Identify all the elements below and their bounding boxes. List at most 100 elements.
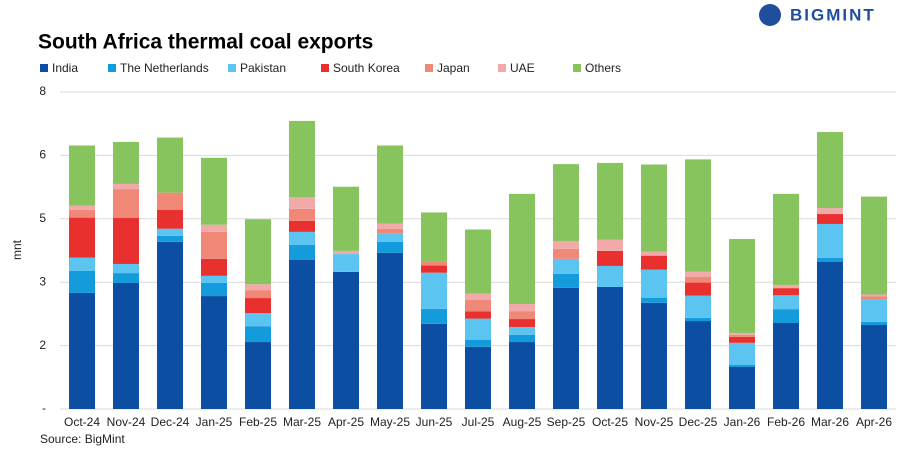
bar-segment: [69, 209, 95, 218]
bar-segment: [465, 229, 491, 294]
bar-segment: [685, 271, 711, 277]
x-tick-label: Nov-24: [107, 415, 146, 429]
bar-segment: [729, 334, 755, 337]
bar-segment: [509, 303, 535, 312]
bar-segment: [69, 257, 95, 271]
bar-segment: [113, 141, 139, 184]
bar-segment: [377, 145, 403, 224]
bar-segment: [553, 240, 579, 249]
bar-segment: [553, 164, 579, 241]
bar-segment: [509, 334, 535, 343]
bar-segment: [421, 265, 447, 273]
bar-segment: [157, 209, 183, 229]
x-tick-label: Aug-25: [503, 415, 542, 429]
bar-segment: [597, 286, 623, 409]
bar-segment: [685, 321, 711, 409]
bar-segment: [641, 269, 667, 298]
bar-segment: [861, 324, 887, 409]
x-tick-label: Oct-25: [592, 415, 628, 429]
bar-segment: [377, 252, 403, 409]
bar-segment: [245, 298, 271, 314]
legend-label: The Netherlands: [120, 61, 209, 75]
bar-segment: [729, 365, 755, 367]
bar-segment: [421, 212, 447, 262]
bar-segment: [817, 208, 843, 215]
bar-segment: [773, 288, 799, 296]
bar-segment: [69, 292, 95, 409]
x-tick-label: Jun-25: [416, 415, 453, 429]
bar-segment: [289, 231, 315, 245]
bar-segment: [597, 239, 623, 251]
bar-segment: [553, 248, 579, 259]
bar-segment: [201, 275, 227, 283]
bar-segment: [333, 250, 359, 255]
bar-segment: [553, 258, 579, 274]
bar-segment: [201, 157, 227, 225]
bar-segment: [201, 296, 227, 409]
bar-segment: [729, 239, 755, 333]
bar-segment: [509, 342, 535, 409]
chart-title: South Africa thermal coal exports: [38, 31, 373, 54]
x-tick-label: Sep-25: [547, 415, 586, 429]
bar-segment: [69, 145, 95, 206]
bar-segment: [465, 299, 491, 312]
brand: BIGMINT: [790, 5, 876, 24]
bar-segment: [245, 313, 271, 327]
bar-segment: [377, 241, 403, 253]
bar-segment: [69, 217, 95, 258]
bar-segment: [729, 342, 755, 366]
y-axis-label: mnt: [10, 239, 24, 260]
bar-segment: [773, 284, 799, 289]
bar-segment: [597, 250, 623, 266]
legend-label: Others: [585, 61, 621, 75]
legend-swatch: [498, 64, 506, 72]
bar-segment: [113, 189, 139, 219]
legend-swatch: [321, 64, 329, 72]
bar-segment: [861, 196, 887, 295]
bar-segment: [465, 318, 491, 340]
bar-segment: [553, 287, 579, 409]
y-tick-label: 8: [39, 84, 46, 98]
bar-segment: [861, 296, 887, 300]
bar-segment: [861, 321, 887, 325]
bar-segment: [729, 336, 755, 343]
legend-swatch: [573, 64, 581, 72]
bar-segment: [157, 241, 183, 409]
bar-segment: [641, 251, 667, 256]
bar-segment: [157, 228, 183, 236]
legend-label: UAE: [510, 61, 535, 75]
bar-segment: [465, 339, 491, 347]
bar-segment: [641, 164, 667, 252]
bar-segment: [289, 197, 315, 209]
bar-segment: [817, 258, 843, 262]
x-tick-label: Jan-26: [724, 415, 761, 429]
bar-segment: [69, 205, 95, 210]
y-tick-label: 2: [39, 338, 46, 352]
source: Source: BigMint: [40, 432, 125, 446]
bar-segment: [861, 299, 887, 322]
bar-segment: [685, 276, 711, 283]
x-tick-label: Jul-25: [462, 415, 495, 429]
bar-segment: [377, 228, 403, 234]
bar-segment: [201, 258, 227, 276]
bar-segment: [157, 137, 183, 193]
x-tick-label: Nov-25: [635, 415, 674, 429]
bar-segment: [465, 293, 491, 300]
bar-segment: [113, 183, 139, 190]
x-tick-label: Dec-24: [151, 415, 190, 429]
legend-label: Japan: [437, 61, 470, 75]
legend-label: India: [52, 61, 78, 75]
x-tick-label: Mar-25: [283, 415, 321, 429]
bar-segment: [113, 218, 139, 264]
bar-segment: [597, 265, 623, 287]
bar-segment: [817, 132, 843, 209]
legend-label: South Korea: [333, 61, 400, 75]
bar-segment: [113, 282, 139, 409]
bar-segment: [773, 323, 799, 409]
bar-segment: [289, 208, 315, 221]
legend-swatch: [425, 64, 433, 72]
bar-segment: [245, 284, 271, 291]
bar-segment: [421, 323, 447, 409]
y-tick-label: 5: [39, 211, 46, 225]
